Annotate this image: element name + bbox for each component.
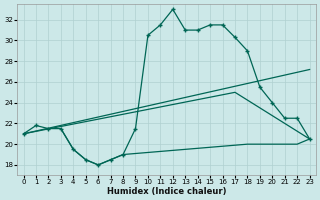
X-axis label: Humidex (Indice chaleur): Humidex (Indice chaleur): [107, 187, 226, 196]
